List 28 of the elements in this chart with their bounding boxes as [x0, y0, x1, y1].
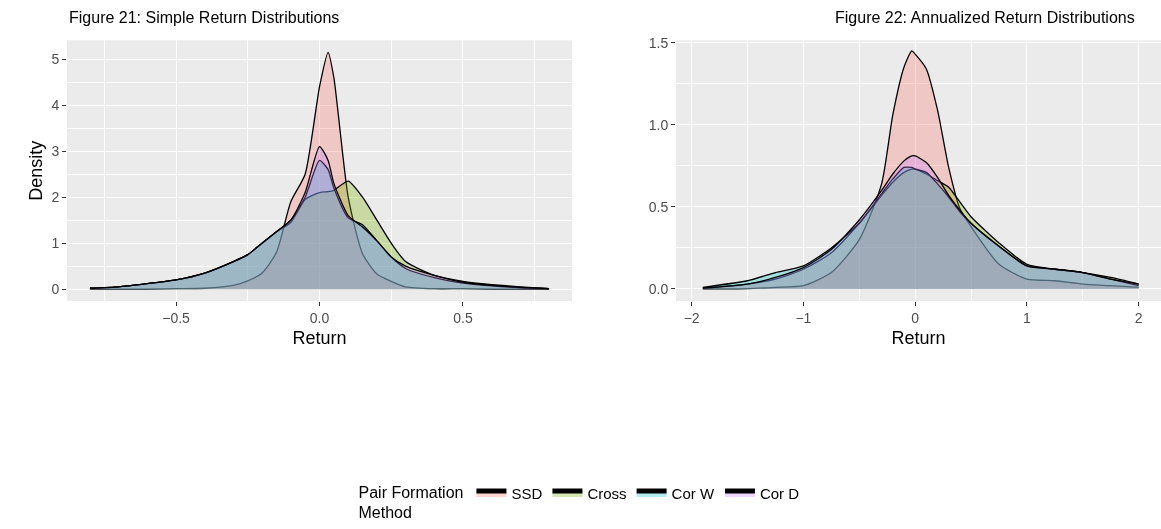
legend-title: Pair Formation Method: [358, 483, 464, 522]
y-tick-label: 1.5: [648, 34, 669, 51]
y-tick-label: 1.0: [648, 116, 669, 133]
chart-title: Figure 21: Simple Return Distributions: [69, 9, 340, 26]
legend-label: Cross: [587, 484, 627, 502]
legend-label: SSD: [511, 484, 543, 502]
y-tick-label: 1: [51, 235, 60, 252]
y-tick-label: 4: [51, 97, 60, 114]
y-tick-label: 5: [51, 51, 60, 68]
y-tick-label: 0: [51, 281, 60, 298]
chart-title: Figure 22: Annualized Return Distributions: [835, 9, 1135, 26]
x-tick-label: 1: [1023, 309, 1031, 326]
x-tick-label: −1: [795, 309, 812, 326]
y-tick-label: 3: [51, 143, 60, 160]
legend-label: Cor D: [759, 484, 800, 502]
legend-label: Cor W: [671, 484, 715, 502]
x-tick-label: 0.5: [453, 309, 473, 326]
x-tick-label: 2: [1134, 309, 1143, 326]
y-axis-title: Density: [25, 140, 46, 201]
y-tick-label: 2: [51, 189, 60, 206]
x-tick-label: 0: [911, 309, 920, 326]
x-tick-label: 0.0: [309, 309, 330, 326]
x-tick-label: −0.5: [162, 309, 191, 326]
x-axis-title: Return: [891, 328, 946, 349]
y-tick-label: 0.5: [648, 198, 669, 215]
x-tick-label: −2: [683, 309, 700, 326]
y-tick-label: 0.0: [648, 280, 669, 297]
x-axis-title: Return: [292, 328, 347, 349]
